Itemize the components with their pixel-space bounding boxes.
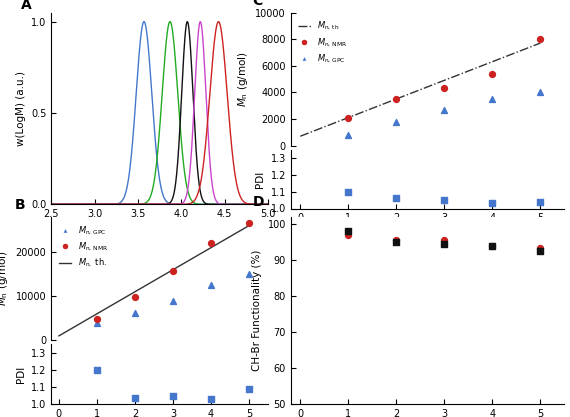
Y-axis label: PDI: PDI bbox=[15, 366, 26, 383]
Point bbox=[488, 70, 497, 77]
Point bbox=[206, 282, 215, 289]
Point bbox=[245, 271, 254, 277]
Legend: $M_{\mathrm{n,\,th}}$, $M_{\mathrm{n,\,NMR}}$, $M_{\mathrm{n,\,GPC}}$: $M_{\mathrm{n,\,th}}$, $M_{\mathrm{n,\,N… bbox=[295, 17, 351, 68]
Point bbox=[536, 248, 545, 254]
Y-axis label: $M_{\mathrm{n}}$ (g/mol): $M_{\mathrm{n}}$ (g/mol) bbox=[0, 251, 10, 306]
X-axis label: Number of Cycles: Number of Cycles bbox=[381, 229, 474, 239]
Point bbox=[392, 195, 401, 202]
Point bbox=[131, 394, 140, 401]
Y-axis label: PDI: PDI bbox=[255, 171, 265, 188]
Point bbox=[536, 198, 545, 205]
Point bbox=[344, 228, 353, 235]
Point bbox=[92, 319, 101, 326]
Point bbox=[206, 240, 215, 246]
Point bbox=[92, 367, 101, 374]
Point bbox=[344, 131, 353, 138]
Point bbox=[488, 200, 497, 207]
Text: B: B bbox=[14, 198, 25, 212]
Point bbox=[536, 244, 545, 251]
Text: A: A bbox=[21, 0, 32, 12]
Point bbox=[245, 220, 254, 227]
Point bbox=[439, 241, 449, 247]
Point bbox=[488, 242, 497, 249]
Point bbox=[536, 89, 545, 95]
Point bbox=[392, 237, 401, 244]
Text: C: C bbox=[253, 0, 263, 8]
Point bbox=[439, 197, 449, 203]
Point bbox=[439, 85, 449, 92]
Point bbox=[439, 237, 449, 244]
Point bbox=[392, 95, 401, 102]
Point bbox=[168, 392, 177, 399]
Point bbox=[392, 239, 401, 246]
Point bbox=[488, 95, 497, 102]
X-axis label: Log M (g/mol): Log M (g/mol) bbox=[124, 225, 196, 235]
Point bbox=[92, 316, 101, 322]
Point bbox=[488, 242, 497, 249]
Point bbox=[344, 114, 353, 121]
Point bbox=[439, 106, 449, 113]
Point bbox=[536, 36, 545, 43]
Point bbox=[245, 386, 254, 392]
Point bbox=[344, 188, 353, 195]
Legend: $M_{\mathrm{n,\,GPC}}$, $M_{\mathrm{n,\,NMR}}$, $M_{\mathrm{n,}}$ th.: $M_{\mathrm{n,\,GPC}}$, $M_{\mathrm{n,\,… bbox=[55, 221, 112, 273]
Point bbox=[392, 119, 401, 126]
Point bbox=[131, 309, 140, 316]
Point bbox=[131, 294, 140, 300]
Point bbox=[344, 231, 353, 238]
Point bbox=[206, 396, 215, 403]
Y-axis label: CH-Br Functionality (%): CH-Br Functionality (%) bbox=[252, 250, 262, 372]
Point bbox=[168, 267, 177, 274]
Point bbox=[168, 298, 177, 305]
Y-axis label: $M_{\mathrm{n}}$ (g/mol): $M_{\mathrm{n}}$ (g/mol) bbox=[235, 51, 250, 107]
Y-axis label: w(LogM) (a.u.): w(LogM) (a.u.) bbox=[15, 71, 26, 146]
Text: D: D bbox=[253, 195, 264, 208]
